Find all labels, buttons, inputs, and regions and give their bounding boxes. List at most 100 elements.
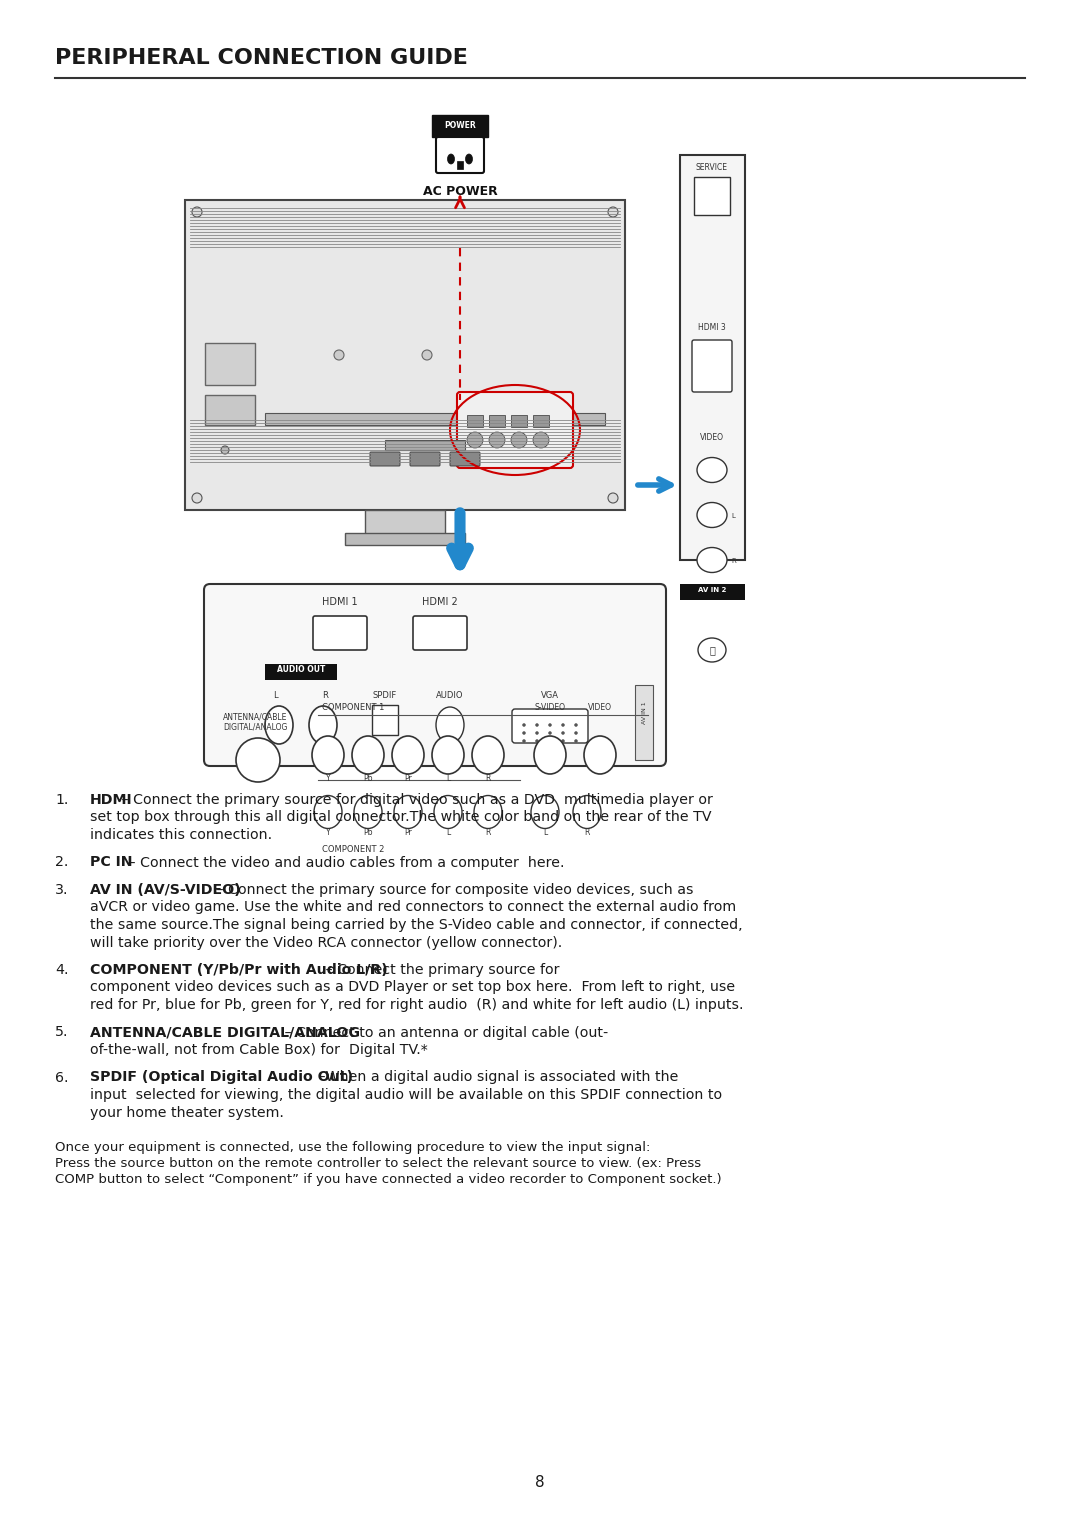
Circle shape (534, 432, 549, 448)
Text: Pb: Pb (363, 829, 373, 836)
Text: VIDEO: VIDEO (588, 703, 612, 712)
FancyBboxPatch shape (512, 709, 588, 742)
Text: ANTENNA/CABLE: ANTENNA/CABLE (222, 714, 287, 723)
Text: 6.: 6. (55, 1071, 68, 1085)
Circle shape (562, 724, 565, 727)
Text: Once your equipment is connected, use the following procedure to view the input : Once your equipment is connected, use th… (55, 1141, 650, 1154)
Text: L: L (272, 691, 278, 700)
Circle shape (575, 724, 578, 727)
Text: the same source.The signal being carried by the S-Video cable and connector, if : the same source.The signal being carried… (90, 918, 743, 932)
Bar (457, 161, 463, 170)
Text: VIDEO: VIDEO (700, 433, 724, 442)
Text: HDMI: HDMI (90, 792, 133, 807)
Text: SPDIF (Optical Digital Audio Out): SPDIF (Optical Digital Audio Out) (90, 1071, 353, 1085)
Text: Y: Y (326, 774, 330, 783)
FancyBboxPatch shape (436, 136, 484, 173)
Bar (511, 415, 527, 427)
Text: ANTENNA/CABLE DIGITAL/ANALOG: ANTENNA/CABLE DIGITAL/ANALOG (90, 1026, 360, 1039)
Text: 🎧: 🎧 (710, 645, 715, 654)
Text: PERIPHERAL CONNECTION GUIDE: PERIPHERAL CONNECTION GUIDE (55, 48, 468, 68)
Text: AV IN 1: AV IN 1 (642, 701, 647, 724)
Text: aVCR or video game. Use the white and red connectors to connect the external aud: aVCR or video game. Use the white and re… (90, 900, 737, 915)
Ellipse shape (697, 547, 727, 573)
Text: SERVICE: SERVICE (696, 164, 728, 173)
Ellipse shape (447, 155, 455, 164)
FancyBboxPatch shape (313, 617, 367, 650)
Ellipse shape (352, 736, 384, 774)
Circle shape (523, 739, 526, 742)
Ellipse shape (237, 738, 280, 782)
Text: – Connect the primary source for digital video such as a DVD  multimedia player : – Connect the primary source for digital… (118, 792, 713, 807)
Ellipse shape (265, 706, 293, 744)
Text: Y: Y (326, 829, 330, 836)
Bar (635, 685, 653, 761)
Bar (372, 704, 399, 735)
Bar (265, 664, 337, 680)
Ellipse shape (697, 458, 727, 482)
Text: PC IN: PC IN (90, 856, 133, 870)
Text: indicates this connection.: indicates this connection. (90, 829, 272, 842)
Text: 5.: 5. (55, 1026, 68, 1039)
Text: R: R (485, 774, 490, 783)
Ellipse shape (434, 795, 462, 829)
Text: 1.: 1. (55, 792, 68, 807)
Circle shape (549, 724, 552, 727)
Circle shape (192, 492, 202, 503)
Bar (205, 342, 255, 385)
Text: – Connect to an antenna or digital cable (out-: – Connect to an antenna or digital cable… (281, 1026, 609, 1039)
Ellipse shape (465, 155, 473, 164)
FancyBboxPatch shape (410, 451, 440, 467)
Text: R: R (322, 691, 328, 700)
Ellipse shape (309, 706, 337, 744)
FancyBboxPatch shape (413, 617, 467, 650)
Bar (185, 200, 625, 511)
FancyBboxPatch shape (370, 451, 400, 467)
Ellipse shape (472, 736, 504, 774)
Ellipse shape (394, 795, 422, 829)
Text: input  selected for viewing, the digital audio will be available on this SPDIF c: input selected for viewing, the digital … (90, 1088, 723, 1101)
Text: Press the source button on the remote controller to select the relevant source t: Press the source button on the remote co… (55, 1157, 701, 1170)
Text: component video devices such as a DVD Player or set top box here.  From left to : component video devices such as a DVD Pl… (90, 980, 735, 994)
FancyBboxPatch shape (450, 451, 480, 467)
Text: Pb: Pb (363, 774, 373, 783)
Circle shape (523, 724, 526, 727)
Circle shape (192, 208, 202, 217)
Bar (365, 511, 445, 535)
Text: AV IN (AV/S-VIDEO): AV IN (AV/S-VIDEO) (90, 883, 241, 897)
Text: of-the-wall, not from Cable Box) for  Digital TV.*: of-the-wall, not from Cable Box) for Dig… (90, 1042, 428, 1057)
Text: HDMI 1: HDMI 1 (322, 597, 357, 608)
Circle shape (562, 732, 565, 735)
Text: R: R (584, 829, 590, 836)
Text: set top box through this all digital connector.The white color band on the rear : set top box through this all digital con… (90, 811, 712, 824)
Bar (680, 155, 745, 561)
Text: HDMI 3: HDMI 3 (698, 323, 726, 332)
Ellipse shape (698, 638, 726, 662)
Text: AUDIO: AUDIO (436, 691, 463, 700)
Ellipse shape (314, 795, 342, 829)
FancyBboxPatch shape (692, 339, 732, 392)
Circle shape (549, 739, 552, 742)
Text: R: R (731, 558, 735, 564)
Text: COMPONENT 1: COMPONENT 1 (322, 703, 384, 712)
Text: – Connect the primary source for composite video devices, such as: – Connect the primary source for composi… (213, 883, 693, 897)
Text: S-VIDEO: S-VIDEO (535, 703, 566, 712)
Ellipse shape (354, 795, 382, 829)
Ellipse shape (697, 503, 727, 527)
Text: R: R (485, 829, 490, 836)
Circle shape (221, 445, 229, 454)
Circle shape (575, 739, 578, 742)
Bar (345, 533, 465, 545)
Text: Pr: Pr (404, 829, 411, 836)
Text: AUDIO OUT: AUDIO OUT (276, 665, 325, 674)
Circle shape (608, 492, 618, 503)
Text: 3.: 3. (55, 883, 68, 897)
Bar (265, 414, 605, 426)
Circle shape (608, 208, 618, 217)
FancyBboxPatch shape (457, 392, 573, 468)
Text: –When a digital audio signal is associated with the: –When a digital audio signal is associat… (314, 1071, 678, 1085)
Text: Pr: Pr (404, 774, 411, 783)
Text: POWER: POWER (444, 121, 476, 130)
Text: DIGITAL/ANALOG: DIGITAL/ANALOG (222, 723, 287, 732)
Text: will take priority over the Video RCA connector (yellow connector).: will take priority over the Video RCA co… (90, 935, 563, 950)
Ellipse shape (312, 736, 345, 774)
